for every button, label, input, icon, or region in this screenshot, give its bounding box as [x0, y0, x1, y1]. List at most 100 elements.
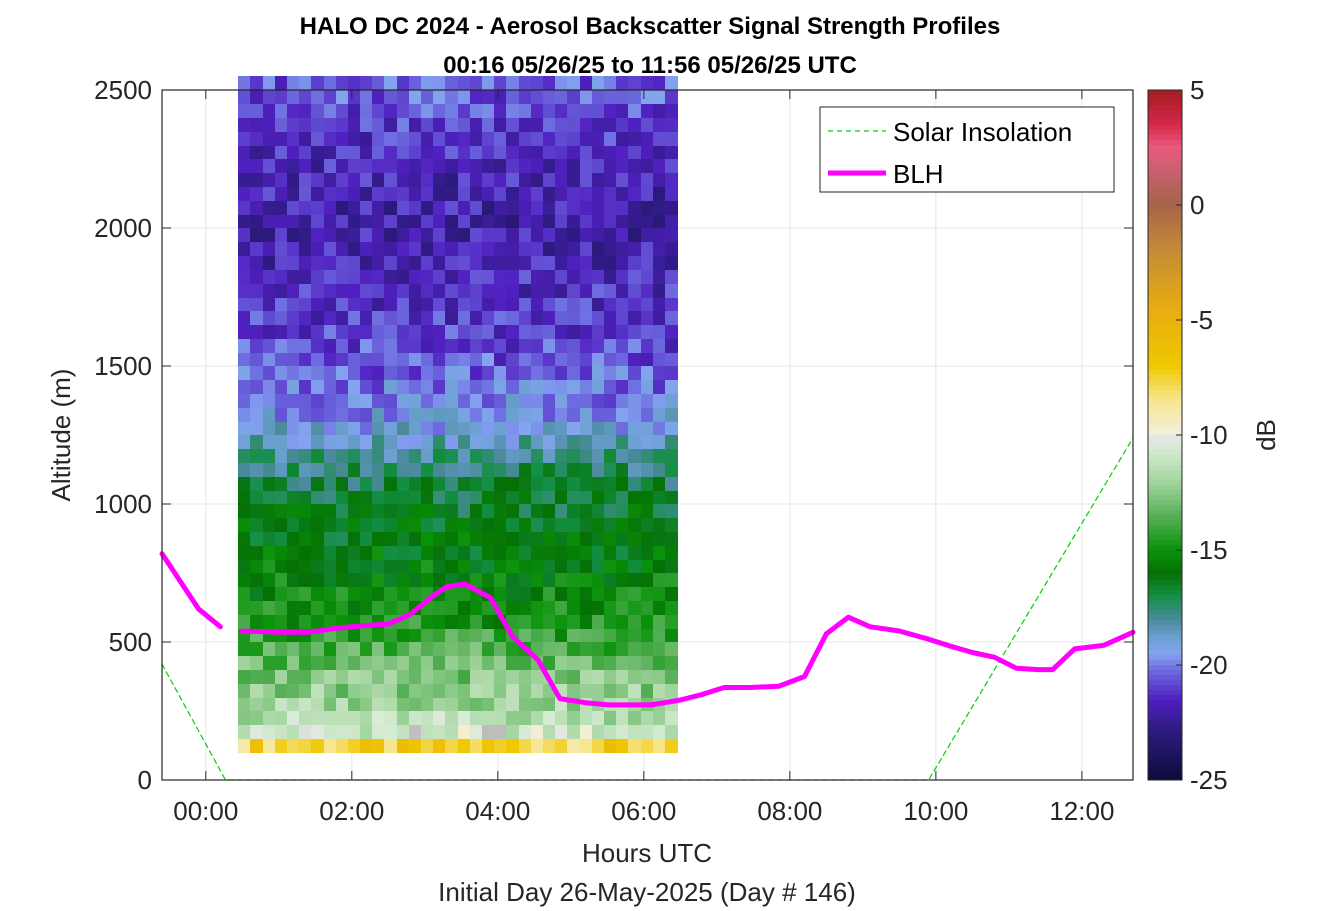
heatmap-cell [506, 711, 520, 725]
heatmap-cell [384, 159, 398, 173]
heatmap-cell [360, 559, 373, 573]
heatmap-cell [458, 490, 471, 504]
heatmap-cell [409, 628, 422, 642]
heatmap-cell [592, 255, 605, 270]
heatmap-cell [580, 504, 593, 518]
heatmap-cell [470, 310, 483, 325]
heatmap-cell [580, 90, 593, 104]
heatmap-cell [238, 614, 251, 629]
y-tick-label: 2000 [94, 213, 152, 243]
heatmap-cell [336, 352, 349, 366]
heatmap-cell [567, 352, 581, 366]
heatmap-cell [433, 214, 446, 228]
heatmap-cell [287, 724, 300, 739]
heatmap-cell [409, 145, 422, 159]
heatmap-cell [348, 324, 361, 339]
heatmap-cell [641, 669, 654, 684]
colorbar-swatch [1148, 300, 1182, 305]
heatmap-cell [263, 214, 276, 228]
heatmap-cell [555, 642, 568, 656]
colorbar-swatch [1148, 100, 1182, 105]
heatmap-cell [506, 228, 520, 242]
colorbar-swatch [1148, 600, 1182, 605]
heatmap-cell [531, 628, 544, 642]
heatmap-cell [555, 76, 568, 90]
heatmap-cell [665, 269, 678, 284]
heatmap-cell [470, 117, 483, 132]
heatmap-cell [482, 531, 495, 546]
heatmap-cell [360, 297, 373, 311]
heatmap-cell [494, 76, 507, 90]
heatmap-cell [263, 200, 276, 215]
heatmap-cell [482, 462, 495, 477]
heatmap-cell [555, 545, 568, 560]
heatmap-cell [421, 366, 434, 380]
heatmap-cell [653, 200, 666, 215]
heatmap-cell [555, 669, 568, 684]
heatmap-cell [263, 669, 276, 684]
heatmap-cell [616, 352, 629, 366]
heatmap-cell [397, 172, 410, 187]
heatmap-cell [628, 269, 642, 284]
heatmap-cell [433, 393, 446, 408]
heatmap-cell [336, 738, 349, 753]
heatmap-cell [360, 504, 373, 518]
heatmap-cell [421, 283, 434, 298]
heatmap-cell [494, 683, 507, 698]
colorbar-swatch [1148, 500, 1182, 505]
heatmap-cell [287, 559, 300, 573]
heatmap-cell [311, 297, 325, 311]
colorbar-swatch [1148, 255, 1182, 260]
heatmap-cell [397, 338, 410, 353]
heatmap-cell [580, 103, 593, 118]
heatmap-cell [494, 366, 507, 380]
heatmap-cell [263, 573, 276, 587]
heatmap-cell [519, 379, 532, 394]
heatmap-cell [592, 90, 605, 104]
heatmap-cell [372, 366, 385, 380]
heatmap-cell [470, 697, 483, 711]
heatmap-cell [348, 517, 361, 532]
heatmap-cell [384, 117, 398, 132]
heatmap-cell [372, 504, 385, 518]
heatmap-cell [543, 283, 556, 298]
heatmap-cell [445, 366, 459, 380]
heatmap-cell [616, 476, 629, 491]
colorbar-swatch [1148, 185, 1182, 190]
x-tick-label: 12:00 [1049, 796, 1114, 826]
heatmap-cell [604, 448, 617, 463]
colorbar-swatch [1148, 150, 1182, 155]
heatmap-cell [336, 655, 349, 670]
heatmap-cell [372, 697, 385, 711]
heatmap-cell [482, 393, 495, 408]
heatmap-cell [506, 683, 520, 698]
heatmap-cell [616, 200, 629, 215]
heatmap-cell [616, 573, 629, 587]
colorbar-swatch [1148, 180, 1182, 185]
chart-title: HALO DC 2024 - Aerosol Backscatter Signa… [300, 13, 1001, 40]
heatmap-cell [665, 448, 678, 463]
heatmap-cell [555, 214, 568, 228]
heatmap-cell [604, 724, 617, 739]
heatmap-cell [543, 379, 556, 394]
colorbar-swatch [1148, 495, 1182, 500]
heatmap-cell [470, 545, 483, 560]
heatmap-cell [543, 159, 556, 173]
heatmap-cell [531, 517, 544, 532]
heatmap-cell [543, 600, 556, 615]
heatmap-cell [506, 145, 520, 159]
heatmap-cell [641, 117, 654, 132]
heatmap-cell [384, 131, 398, 146]
heatmap-cell [531, 214, 544, 228]
heatmap-cell [494, 145, 507, 159]
heatmap-cell [555, 324, 568, 339]
heatmap-cell [275, 669, 288, 684]
colorbar-swatch [1148, 700, 1182, 705]
heatmap-cell [238, 545, 251, 560]
heatmap-cell [555, 655, 568, 670]
heatmap-cell [372, 393, 385, 408]
heatmap-cell [543, 200, 556, 215]
heatmap-cell [567, 393, 581, 408]
heatmap-cell [421, 421, 434, 435]
heatmap-cell [592, 117, 605, 132]
